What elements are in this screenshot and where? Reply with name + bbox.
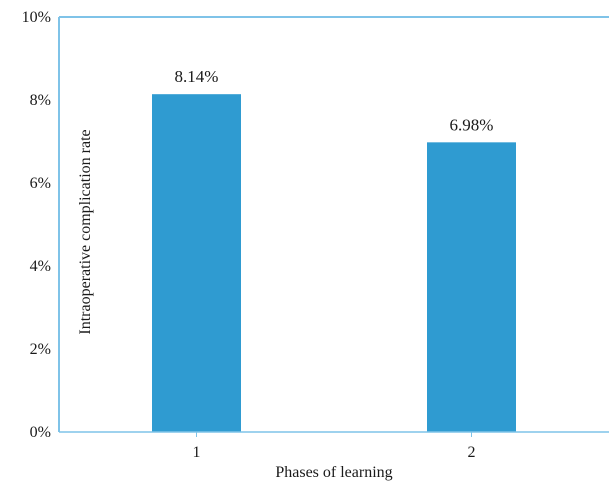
bar-value-label: 8.14% (175, 67, 219, 86)
y-tick-label: 2% (30, 341, 51, 358)
x-tick-label: 1 (193, 444, 201, 461)
y-tick-label: 6% (30, 175, 51, 192)
y-tick-label: 8% (30, 92, 51, 109)
bar-1 (152, 94, 241, 432)
y-tick-label: 10% (22, 9, 51, 26)
y-axis-ticks: 0% 2% 4% 6% 8% 10% (22, 9, 51, 441)
x-axis-title: Phases of learning (275, 464, 392, 481)
y-tick-label: 4% (30, 258, 51, 275)
bar-2 (427, 142, 516, 432)
bars (152, 94, 516, 432)
y-axis-title: Intraoperative complication rate (77, 129, 94, 334)
x-tick-label: 2 (468, 444, 476, 461)
data-labels: 8.14% 6.98% (175, 67, 494, 134)
bar-value-label: 6.98% (450, 115, 494, 134)
y-tick-label: 0% (30, 424, 51, 441)
